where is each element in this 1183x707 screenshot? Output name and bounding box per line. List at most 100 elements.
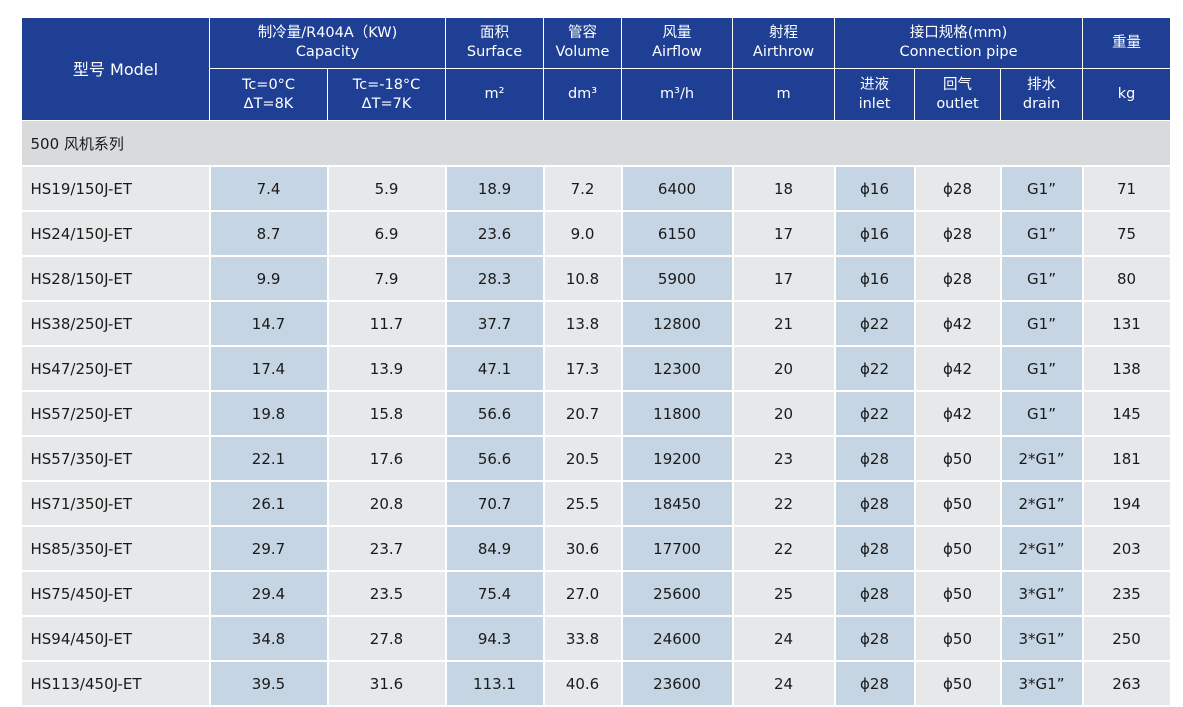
table-row: HS85/350J-ET 29.7 23.7 84.9 30.6 17700 22 ϕ28 ϕ5… [21,526,1172,572]
cell-surface: 75.4 [445,571,545,617]
cell-model: HS113/450J-ET [21,661,211,707]
cell-model: HS71/350J-ET [21,481,211,527]
cell-weight: 181 [1082,436,1172,482]
cell-weight: 145 [1082,391,1172,437]
cell-airflow: 23600 [621,661,734,707]
cell-weight: 131 [1082,301,1172,347]
cell-outlet: ϕ50 [914,571,1002,617]
cell-airthrow: 24 [732,661,836,707]
cell-model: HS28/150J-ET [21,256,211,302]
cell-model: HS85/350J-ET [21,526,211,572]
header-airflow-en: Airflow [652,44,702,60]
cell-model: HS24/150J-ET [21,211,211,257]
header-tc18-line1: Tc=-18°C [352,76,421,93]
header-surface-en: Surface [466,44,523,60]
header-airthrow-unit: m [732,68,836,121]
cell-drain: G1” [1000,301,1084,347]
cell-capacity-tc18: 5.9 [327,166,447,212]
cell-surface: 37.7 [445,301,545,347]
cell-surface: 28.3 [445,256,545,302]
cell-surface: 18.9 [445,166,545,212]
cell-weight: 235 [1082,571,1172,617]
cell-drain: G1” [1000,211,1084,257]
cell-drain: G1” [1000,391,1084,437]
header-inlet-cn: 进液 [860,76,890,93]
header-volume-en: Volume [555,44,610,60]
cell-volume: 40.6 [543,661,623,707]
table-row: HS47/250J-ET 17.4 13.9 47.1 17.3 12300 20 ϕ22 ϕ4… [21,346,1172,392]
header-inlet: 进液 inlet [834,68,916,121]
cell-volume: 13.8 [543,301,623,347]
cell-weight: 194 [1082,481,1172,527]
cell-surface: 70.7 [445,481,545,527]
table-row: HS57/250J-ET 19.8 15.8 56.6 20.7 11800 20 ϕ22 ϕ4… [21,391,1172,437]
cell-outlet: ϕ42 [914,391,1002,437]
cell-inlet: ϕ28 [834,481,916,527]
cell-airthrow: 18 [732,166,836,212]
cell-airflow: 24600 [621,616,734,662]
cell-model: HS57/350J-ET [21,436,211,482]
cell-airflow: 19200 [621,436,734,482]
cell-airthrow: 20 [732,391,836,437]
cell-airthrow: 22 [732,481,836,527]
header-airthrow-cn: 射程 [769,25,799,41]
header-tc0-line2: ΔT=8K [243,95,294,112]
cell-inlet: ϕ16 [834,166,916,212]
cell-volume: 7.2 [543,166,623,212]
table-row: HS28/150J-ET 9.9 7.9 28.3 10.8 5900 17 ϕ16 ϕ28 G1… [21,256,1172,302]
cell-surface: 23.6 [445,211,545,257]
cell-weight: 75 [1082,211,1172,257]
cell-capacity-tc18: 27.8 [327,616,447,662]
header-drain-cn: 排水 [1027,76,1057,93]
cell-capacity-tc0: 22.1 [209,436,329,482]
cell-inlet: ϕ22 [834,391,916,437]
cell-volume: 30.6 [543,526,623,572]
cell-surface: 47.1 [445,346,545,392]
series-label: 500 风机系列 [21,120,1172,167]
cell-inlet: ϕ16 [834,256,916,302]
cell-drain: G1” [1000,166,1084,212]
header-airflow: 风量 Airflow [621,17,734,69]
cell-outlet: ϕ50 [914,661,1002,707]
cell-drain: G1” [1000,346,1084,392]
header-connection-en: Connection pipe [899,44,1018,60]
header-outlet-cn: 回气 [943,76,973,93]
cell-inlet: ϕ22 [834,346,916,392]
cell-capacity-tc18: 20.8 [327,481,447,527]
cell-capacity-tc0: 17.4 [209,346,329,392]
cell-weight: 263 [1082,661,1172,707]
cell-capacity-tc18: 31.6 [327,661,447,707]
table-row: HS24/150J-ET 8.7 6.9 23.6 9.0 6150 17 ϕ16 ϕ28 G1”… [21,211,1172,257]
cell-model: HS75/450J-ET [21,571,211,617]
cell-model: HS47/250J-ET [21,346,211,392]
header-volume-unit: dm³ [543,68,623,121]
cell-drain: 3*G1” [1000,661,1084,707]
cell-inlet: ϕ22 [834,301,916,347]
header-airthrow-en: Airthrow [752,44,815,60]
series-row: 500 风机系列 [21,120,1172,167]
cell-drain: G1” [1000,256,1084,302]
spec-table-container: 型号 Model 制冷量/R404A（KW) Capacity 面积 Surfa… [21,17,1172,707]
header-drain: 排水 drain [1000,68,1084,121]
cell-airthrow: 24 [732,616,836,662]
cell-volume: 20.7 [543,391,623,437]
header-outlet-en: outlet [936,95,979,112]
cell-airflow: 6150 [621,211,734,257]
header-surface-unit: m² [445,68,545,121]
header-connection: 接口规格(mm) Connection pipe [834,17,1084,69]
cell-inlet: ϕ28 [834,436,916,482]
spec-table: 型号 Model 制冷量/R404A（KW) Capacity 面积 Surfa… [21,17,1172,707]
cell-weight: 203 [1082,526,1172,572]
cell-outlet: ϕ42 [914,346,1002,392]
header-surface: 面积 Surface [445,17,545,69]
header-airflow-cn: 风量 [662,25,692,41]
cell-capacity-tc0: 39.5 [209,661,329,707]
cell-airflow: 17700 [621,526,734,572]
cell-capacity-tc18: 11.7 [327,301,447,347]
cell-airflow: 12300 [621,346,734,392]
cell-outlet: ϕ50 [914,436,1002,482]
cell-drain: 3*G1” [1000,571,1084,617]
cell-airflow: 25600 [621,571,734,617]
cell-model: HS38/250J-ET [21,301,211,347]
cell-weight: 138 [1082,346,1172,392]
